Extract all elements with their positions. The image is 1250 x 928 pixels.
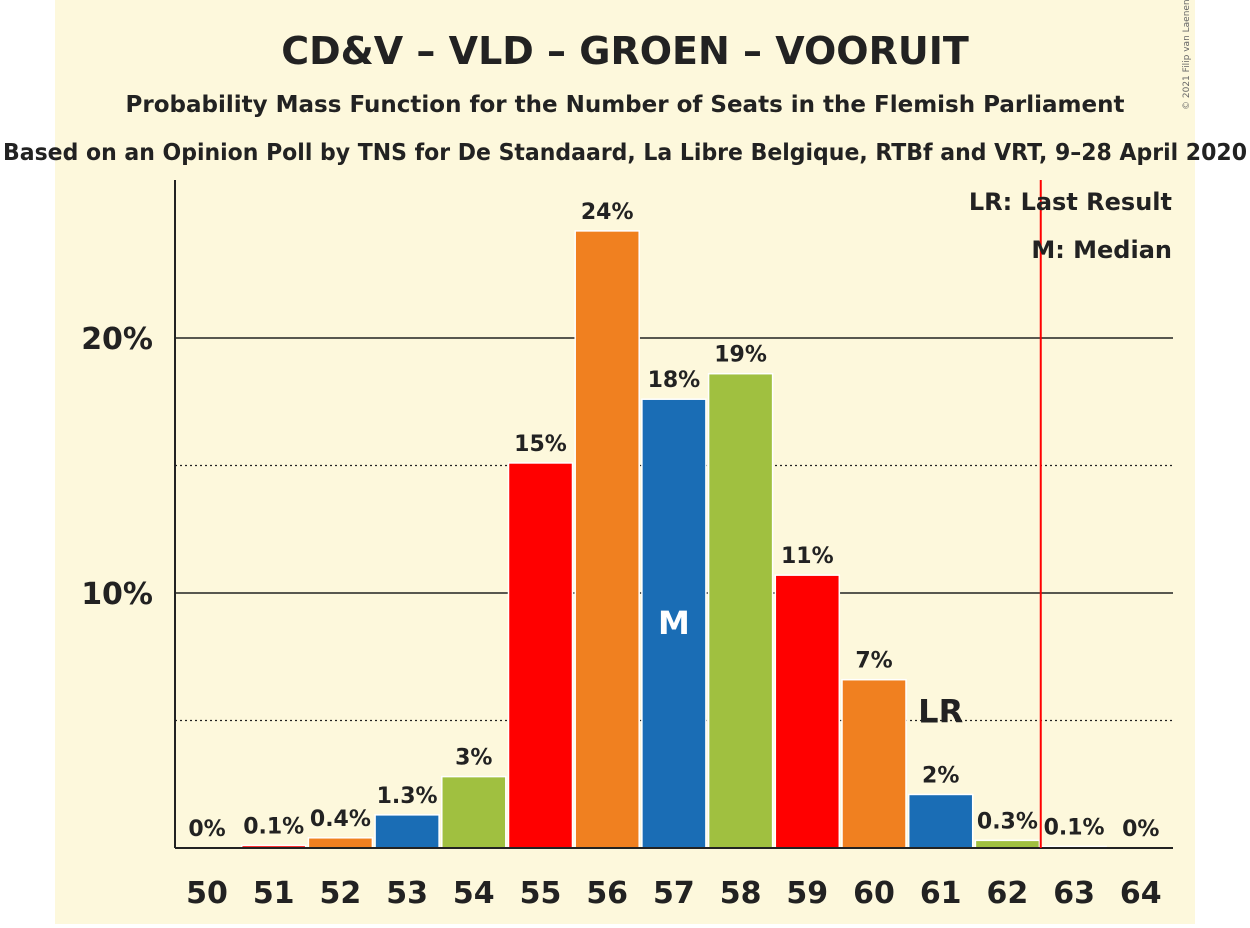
bar-60 (841, 678, 907, 849)
legend-item: M: Median (1031, 236, 1172, 264)
x-tick-63: 63 (1053, 876, 1095, 911)
x-tick-52: 52 (320, 876, 362, 911)
x-tick-64: 64 (1120, 876, 1162, 911)
x-tick-54: 54 (453, 876, 495, 911)
bar-61 (907, 793, 974, 849)
x-tick-51: 51 (253, 876, 295, 911)
data-label-60: 7% (855, 649, 892, 674)
x-tick-58: 58 (720, 876, 762, 911)
copyright-text: © 2021 Filip van Laenen (1182, 0, 1192, 110)
data-label-50: 0% (188, 817, 225, 842)
x-tick-62: 62 (987, 876, 1029, 911)
x-tick-57: 57 (653, 876, 695, 911)
bar-54 (441, 775, 507, 849)
y-tick-label: 20% (81, 322, 153, 357)
bar-52 (307, 837, 374, 849)
data-label-64: 0% (1122, 817, 1159, 842)
bar-58 (707, 372, 774, 849)
data-label-61: 2% (922, 763, 959, 788)
x-tick-55: 55 (520, 876, 562, 911)
data-label-51: 0.1% (243, 814, 304, 839)
chart-source: Based on an Opinion Poll by TNS for De S… (3, 140, 1247, 166)
chart-subtitle: Probability Mass Function for the Number… (126, 92, 1125, 118)
bar-53 (374, 814, 440, 849)
bar-57 (641, 398, 707, 849)
data-label-54: 3% (455, 746, 492, 771)
data-label-56: 24% (581, 200, 634, 225)
data-label-52: 0.4% (310, 807, 371, 832)
x-tick-56: 56 (586, 876, 628, 911)
chart-title: CD&V – VLD – GROEN – VOORUIT (281, 29, 969, 73)
gridlines (175, 337, 1173, 722)
x-tick-60: 60 (853, 876, 895, 911)
x-tick-53: 53 (386, 876, 428, 911)
x-tick-59: 59 (786, 876, 828, 911)
legend-item: LR: Last Result (969, 188, 1172, 216)
x-tick-61: 61 (920, 876, 962, 911)
data-label-58: 19% (714, 343, 767, 368)
annotations: 0% 50 0.1% 51 0.4% 52 1.3% 53 3% 54 15% 55 24% 56 18% 5… (186, 200, 1162, 911)
bar-59 (774, 574, 841, 849)
legend: LR: Last Result M: Median (969, 188, 1172, 264)
data-label-55: 15% (514, 432, 567, 457)
bar-55 (507, 462, 574, 849)
axes: 10% 20% (81, 180, 1173, 849)
last-result-marker: LR (918, 692, 963, 730)
median-marker: M (658, 604, 690, 642)
data-label-53: 1.3% (377, 784, 438, 809)
x-tick-50: 50 (186, 876, 228, 911)
y-tick-label: 10% (81, 577, 153, 612)
bars (240, 230, 1107, 849)
data-label-63: 0.1% (1044, 816, 1105, 841)
bar-62 (974, 839, 1041, 849)
bar-56 (574, 230, 640, 849)
data-label-62: 0.3% (977, 809, 1038, 834)
data-label-57: 18% (648, 368, 701, 393)
data-label-59: 11% (781, 544, 834, 569)
